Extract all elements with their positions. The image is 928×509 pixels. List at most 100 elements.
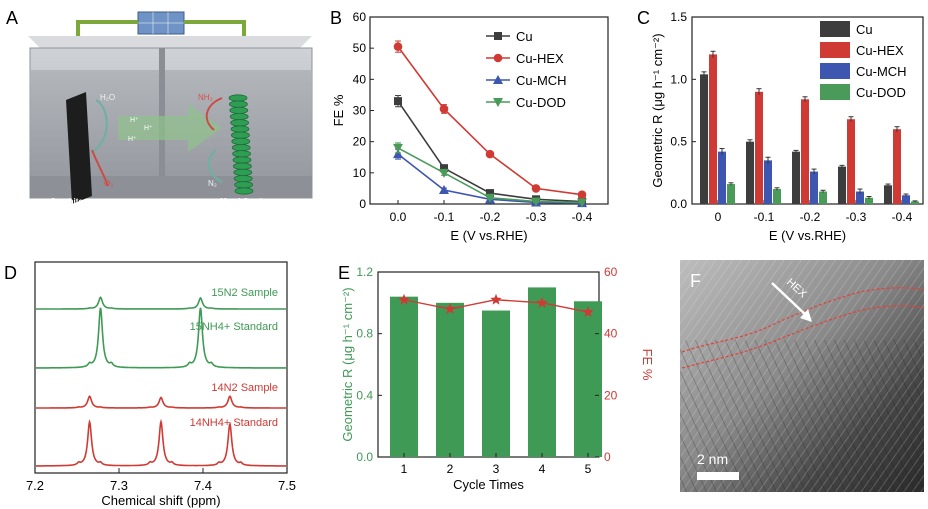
- legend-marker: [494, 32, 502, 40]
- y-tick-label-right: 60: [604, 265, 618, 279]
- x-tick-label: 4: [539, 462, 546, 476]
- catalyst-coil-turn: [231, 144, 251, 152]
- data-point: [393, 143, 403, 153]
- legend-label: Cu-DOD: [516, 95, 566, 110]
- x-tick-label: -0.2: [800, 210, 821, 224]
- panel-f-tem: HEX F 2 nm: [680, 260, 925, 492]
- legend-swatch: [820, 21, 850, 37]
- legend-marker: [493, 98, 503, 107]
- y-tick-label: 50: [353, 41, 367, 55]
- y-axis-label: Geometric R (μg h⁻¹ cm⁻²): [340, 287, 355, 441]
- y-axis-label-right: FE %: [640, 349, 655, 381]
- data-point: [485, 193, 495, 203]
- bar-cu-mch: [902, 195, 910, 204]
- y-tick-label: 30: [353, 104, 367, 118]
- y-tick-label: 60: [353, 10, 367, 24]
- catalyst-coil-turn: [233, 175, 253, 183]
- fe-point: [398, 293, 410, 305]
- y-tick-label-right: 0: [604, 450, 611, 464]
- panel-c-label: C: [637, 8, 650, 28]
- y-tick-label: 0.0: [670, 197, 687, 211]
- bar-cu-mch: [718, 151, 726, 204]
- o2-label: O₂: [104, 179, 113, 188]
- catalyst-coil-turn: [234, 187, 254, 195]
- legend-label: Cu: [516, 29, 533, 44]
- panel-a-schematic: A H₂O NH₃ O₂ N₂ H⁺ H⁺ H⁺ Graphite: [6, 8, 313, 206]
- metal-catalyst-coil: [228, 94, 254, 195]
- bar-geometric-r: [482, 310, 510, 457]
- graphite-electrode: [66, 92, 92, 204]
- panel-a-label: A: [6, 8, 18, 28]
- proton-label-3: H⁺: [128, 136, 137, 143]
- catalyst-coil-turn: [234, 181, 254, 189]
- y-tick-label-right: 40: [604, 327, 618, 341]
- x-tick-label: 3: [493, 462, 500, 476]
- x-tick-label: 0.0: [390, 210, 407, 224]
- bar-geometric-r: [436, 302, 464, 457]
- catalyst-coil-turn: [229, 106, 249, 115]
- bar-cu-hex: [801, 99, 809, 204]
- bar-cu-dod: [727, 184, 735, 204]
- legend-label: Cu-MCH: [856, 64, 907, 79]
- hex-boundary-outer: [681, 287, 925, 353]
- catalyst-coil-turn: [230, 125, 250, 133]
- legend-swatch: [820, 84, 850, 100]
- fe-point: [444, 303, 456, 314]
- spectrum-trace: [36, 418, 286, 467]
- catalyst-coil-turn: [232, 156, 252, 164]
- nh3-arrow-icon: [205, 97, 223, 131]
- panel-d-label: D: [4, 263, 17, 283]
- panel-c-bar-chart: C 0.0 0.5 1.0 1.5 0 -0.1 -0.2 -0.3 -0.4 E (V vs.RH…: [637, 8, 924, 243]
- graphite-label: Graphite: [50, 197, 83, 206]
- o2-arrow-icon: [91, 149, 109, 187]
- y-tick-label: 0.4: [356, 388, 373, 402]
- x-tick-label: -0.2: [480, 210, 501, 224]
- hex-boundary-inner: [681, 305, 925, 369]
- catalyst-coil-turn: [231, 137, 251, 145]
- catalyst-coil-turn: [233, 168, 253, 176]
- data-point: [394, 97, 402, 106]
- y-tick-label: 1.5: [670, 10, 687, 24]
- spectrum-label: 15NH4+ Standard: [190, 321, 278, 333]
- data-point: [439, 168, 449, 178]
- y-tick-label: 0.5: [670, 135, 687, 149]
- x-tick-label: -0.1: [434, 210, 455, 224]
- scale-bar: [697, 472, 739, 480]
- y-tick-label: 40: [353, 72, 367, 86]
- x-tick-label: -0.1: [754, 210, 775, 224]
- data-point: [577, 190, 587, 199]
- y-axis-label: FE %: [331, 94, 346, 126]
- legend-swatch: [820, 63, 850, 79]
- legend-swatch: [820, 42, 850, 58]
- x-tick-label: 7.4: [194, 478, 212, 493]
- panel-d-frame: [34, 261, 288, 474]
- spectrum-label: 14N2 Sample: [211, 382, 278, 394]
- bar-cu-dod: [819, 191, 827, 204]
- bar-cu: [700, 74, 708, 204]
- bar-cu-hex: [847, 119, 855, 204]
- n2-arrow-icon: [207, 149, 223, 183]
- y-axis-label: Geometric R (μg h⁻¹ cm⁻²): [650, 33, 665, 187]
- x-tick-label: 7.5: [278, 478, 296, 493]
- bar-cu-mch: [764, 160, 772, 204]
- fe-point: [536, 296, 548, 308]
- x-axis-label: Chemical shift (ppm): [101, 493, 220, 508]
- h2o-label: H₂O: [100, 93, 115, 102]
- legend-marker: [493, 75, 503, 84]
- x-axis-label: Cycle Times: [453, 477, 524, 492]
- bar-cu-dod: [911, 201, 919, 204]
- y-tick-label: 20: [353, 135, 367, 149]
- panel-d-nmr-spectra: D 7.2 7.3 7.4 7.5 Chemical shift (ppm) 15N2 Sa…: [4, 261, 296, 508]
- data-point: [531, 184, 541, 193]
- bar-cu-hex: [755, 91, 763, 204]
- bar-cu: [792, 151, 800, 204]
- x-tick-label: 2: [447, 462, 454, 476]
- bar-cu: [884, 185, 892, 204]
- catalyst-coil-turn: [228, 100, 248, 108]
- bar-geometric-r: [528, 287, 556, 457]
- series-line-cu-hex: [397, 46, 583, 196]
- panel-e-cycle-chart: E 0.0 0.4 0.8 1.2 0 20 40 60 1 2 3 4 5 Cycle Times Geom…: [338, 263, 655, 492]
- spectrum-trace: [36, 296, 286, 310]
- bar-cu-mch: [856, 191, 864, 204]
